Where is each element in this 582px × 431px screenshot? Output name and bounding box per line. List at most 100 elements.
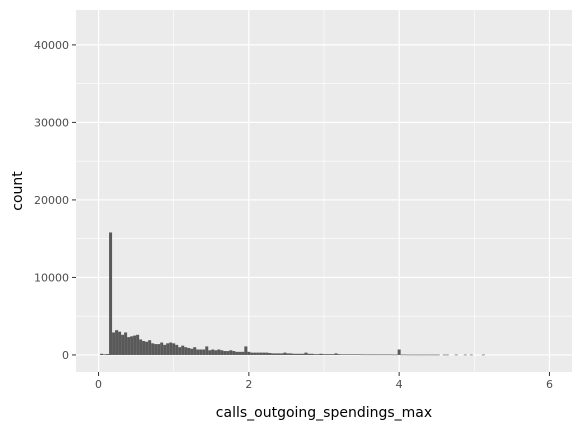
histogram-bar [106,354,110,355]
histogram-bar [187,347,191,355]
x-tick-label: 4 [396,378,403,391]
histogram-bar [334,353,338,355]
minor-gridlines [76,10,572,372]
histogram-bar [352,354,356,355]
histogram-bar [166,343,170,355]
histogram-bar [289,353,293,355]
histogram-bar [130,336,134,355]
histogram-bar [193,347,197,355]
histogram-bar [274,353,278,355]
histogram-bar [358,354,362,355]
histogram-bar [259,352,263,355]
histogram-bar [256,352,260,355]
histogram-bar [307,353,311,355]
histogram-bar [298,353,302,355]
histogram-bar [247,351,251,355]
histogram-bar [226,351,230,355]
histogram-bar [214,350,218,355]
histogram-bar [328,354,332,355]
histogram-bar [424,354,428,356]
histogram-bar [301,353,305,355]
histogram-bar [346,354,350,355]
histogram-bar [313,354,317,355]
histogram-bar [316,354,320,355]
histogram-bar [355,354,359,355]
histogram-bar [160,342,164,355]
y-tick-label: 20000 [34,194,69,207]
histogram-bar [403,354,407,356]
histogram-bar [304,352,308,355]
x-tick-label: 6 [546,378,553,391]
histogram-bar [340,354,344,355]
histogram-bar [235,351,239,355]
histogram-bar [100,353,104,355]
histogram-bar [454,354,458,356]
histogram-bar [172,343,176,355]
histogram-bar [232,351,236,355]
histogram-bar [175,344,179,355]
histogram-bar [109,232,113,355]
histogram-bar [253,352,257,355]
x-axis-ticks: 0 2 4 6 [95,372,553,391]
histogram-bar [391,354,395,356]
histogram-bar [154,344,158,355]
histogram-bar [373,354,377,356]
histogram-bar [400,354,404,356]
histogram-bar [292,353,296,355]
histogram-bar [388,354,392,356]
histogram-bar [412,354,416,356]
histogram-bar [421,354,425,356]
histogram-bar [103,354,107,355]
histogram-bar [406,354,410,356]
x-tick-label: 0 [95,378,102,391]
histogram-bar [349,354,353,355]
histogram-bar [463,354,467,356]
histogram-bar [325,354,329,355]
histogram-bar [331,354,335,355]
y-axis-ticks: 0 10000 20000 30000 40000 [34,39,76,362]
y-tick-label: 0 [62,349,69,362]
histogram-bar [208,350,212,355]
histogram-bar [385,354,389,356]
histogram-bar [199,349,203,355]
histogram-bar [409,354,413,356]
histogram-bar [277,353,281,355]
histogram-bar [394,354,398,356]
histogram-bar [262,352,266,355]
histogram-bar [442,354,446,356]
histogram-bar [223,351,227,355]
histogram-bar [361,354,365,356]
histogram-bar [322,354,326,355]
histogram-bars [100,232,485,356]
histogram-bar [469,354,473,356]
histogram-bar [238,351,242,355]
histogram-bar [211,349,215,355]
histogram-bar [430,354,434,356]
histogram-bar [265,352,269,355]
histogram-bar [364,354,368,356]
y-axis-title: count [10,171,26,211]
histogram-bar [250,352,254,355]
histogram-bar [244,346,248,355]
histogram-bar [133,335,137,355]
histogram-bar [136,334,140,355]
histogram-bar [268,353,272,355]
histogram-bar [112,332,116,355]
histogram-bar [163,344,167,355]
histogram-bar [319,353,323,355]
histogram-bar [397,349,401,355]
histogram-bar [295,353,299,355]
histogram-bar [151,343,155,355]
histogram-bar [196,349,200,355]
histogram-bar [229,350,233,355]
histogram-bar [376,354,380,356]
histogram-bar [379,354,383,356]
x-tick-label: 2 [245,378,252,391]
histogram-bar [415,354,419,356]
histogram-bar [205,346,209,355]
histogram-bar [184,347,188,355]
major-gridlines [76,10,572,372]
histogram-bar [481,354,485,356]
y-tick-label: 40000 [34,39,69,52]
